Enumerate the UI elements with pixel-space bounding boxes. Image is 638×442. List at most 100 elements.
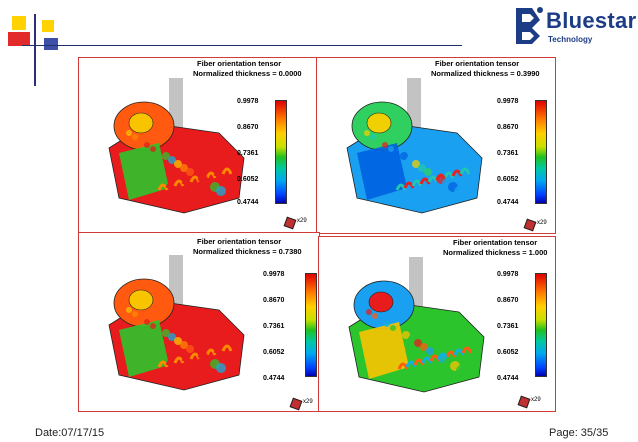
- part-rib: [157, 360, 169, 368]
- fiber-speckle: [138, 315, 144, 321]
- scale-tick: 0.4744: [497, 375, 519, 382]
- fiber-speckle: [376, 138, 382, 144]
- part-rib: [173, 356, 185, 364]
- fiber-speckle: [390, 325, 396, 331]
- decor-square-yellow: [12, 16, 26, 30]
- axis-x-label: x29: [297, 218, 307, 224]
- panel-title: Fiber orientation tensor: [435, 59, 520, 68]
- fiber-speckle: [400, 152, 408, 160]
- part-rib: [221, 167, 233, 175]
- part-rib: [181, 177, 193, 185]
- fiber-speckle: [412, 160, 420, 168]
- fiber-speckle: [454, 186, 464, 196]
- fiber-speckle: [162, 152, 170, 160]
- sprue: [407, 78, 421, 128]
- title-rule: [22, 45, 462, 46]
- fiber-speckle: [150, 146, 156, 152]
- fiber-speckle: [372, 313, 378, 319]
- part-rib: [395, 183, 407, 191]
- axis-triad-icon: [517, 395, 531, 409]
- scale-tick: 0.7361: [497, 150, 519, 157]
- decor-square-yellow-small: [42, 20, 54, 32]
- panel-subtitle: Normalized thickness = 0.0000: [193, 69, 302, 78]
- scale-tick: 0.9978: [237, 98, 259, 105]
- part-port: [128, 112, 154, 134]
- fiber-speckle: [378, 317, 384, 323]
- fiber-speckle: [216, 363, 226, 373]
- sprue: [169, 78, 183, 128]
- part-render-4: [348, 257, 485, 393]
- scale-tick: 0.6052: [263, 349, 285, 356]
- axis-x-label: x29: [303, 399, 313, 405]
- fiber-speckle: [384, 321, 390, 327]
- scale-tick: 0.7361: [497, 323, 519, 330]
- fiber-speckle: [426, 347, 434, 355]
- scale-tick: 0.9978: [263, 271, 285, 278]
- panel-subtitle: Normalized thickness = 0.7380: [193, 247, 302, 256]
- part-rib: [205, 348, 217, 356]
- axis-triad-icon: [289, 397, 303, 411]
- fiber-speckle: [186, 168, 194, 176]
- decor-vertical-line: [34, 14, 36, 86]
- color-scale-bar: [305, 273, 317, 377]
- scale-tick: 0.4744: [263, 375, 285, 382]
- scale-tick: 0.8670: [497, 297, 519, 304]
- fiber-speckle: [418, 164, 426, 172]
- panel-title: Fiber orientation tensor: [197, 237, 282, 246]
- fiber-speckle: [168, 156, 176, 164]
- part-rib: [445, 350, 457, 358]
- part-rib: [453, 348, 465, 356]
- decor-square-red: [8, 32, 30, 46]
- fiber-speckle: [132, 134, 138, 140]
- fiber-speckle: [406, 156, 414, 164]
- part-rib: [413, 358, 425, 366]
- part-rib: [397, 362, 409, 370]
- part-rib: [419, 177, 431, 185]
- part-side-face: [359, 322, 409, 379]
- part-rib: [165, 358, 177, 366]
- fiber-speckle: [370, 134, 376, 140]
- scale-tick: 0.7361: [263, 323, 285, 330]
- scale-tick: 0.6052: [497, 349, 519, 356]
- axis-triad-icon: [523, 218, 537, 232]
- fiber-speckle: [180, 164, 188, 172]
- logo-subtitle: Technology: [548, 35, 593, 44]
- logo-name: Bluestar: [546, 8, 637, 33]
- fiber-speckle: [216, 186, 226, 196]
- fiber-speckle: [408, 335, 416, 343]
- part-render-3: [108, 255, 245, 391]
- panel-title: Fiber orientation tensor: [197, 59, 282, 68]
- part-rib: [221, 344, 233, 352]
- part-rib: [205, 171, 217, 179]
- part-port: [366, 112, 392, 134]
- scale-tick: 0.4744: [497, 199, 519, 206]
- panel-1: Fiber orientation tensor Normalized thic…: [78, 57, 318, 234]
- fiber-speckle: [424, 168, 432, 176]
- color-scale-bar: [535, 273, 547, 377]
- fiber-speckle: [420, 343, 428, 351]
- fiber-speckle: [162, 329, 170, 337]
- fiber-speckle: [144, 319, 150, 325]
- scale-tick: 0.4744: [237, 199, 259, 206]
- scale-tick: 0.8670: [237, 124, 259, 131]
- panel-2: Fiber orientation tensor Normalized thic…: [316, 57, 556, 234]
- fiber-speckle: [186, 345, 194, 353]
- fiber-speckle: [132, 311, 138, 317]
- scale-tick: 0.6052: [497, 176, 519, 183]
- part-rib: [405, 360, 417, 368]
- panel-title: Fiber orientation tensor: [453, 238, 538, 247]
- panel-subtitle: Normalized thickness = 1.000: [443, 248, 548, 257]
- decor-square-blue: [44, 38, 58, 50]
- fiber-speckle: [174, 160, 182, 168]
- fiber-speckle: [180, 341, 188, 349]
- fiber-speckle: [364, 130, 370, 136]
- part-rib: [461, 346, 473, 354]
- axis-x-label: x29: [537, 220, 547, 226]
- sprue: [409, 257, 423, 307]
- fiber-speckle: [168, 333, 176, 341]
- part-rib: [443, 171, 455, 179]
- panel-4: Fiber orientation tensor Normalized thic…: [318, 236, 556, 412]
- sprue: [169, 255, 183, 305]
- part-rib: [403, 181, 415, 189]
- fiber-speckle: [126, 130, 132, 136]
